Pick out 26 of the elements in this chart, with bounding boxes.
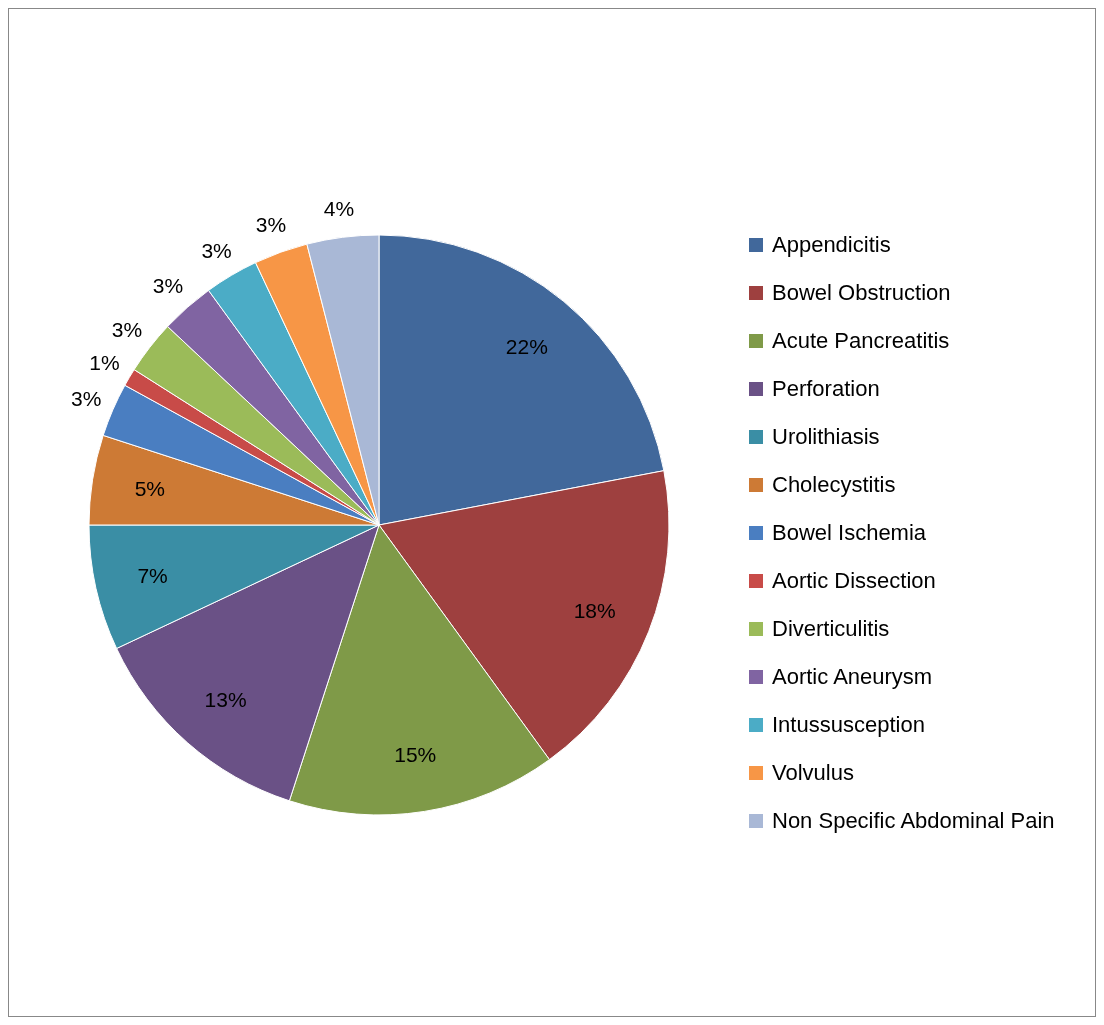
- data-label: 1%: [89, 351, 120, 375]
- legend-label: Cholecystitis: [772, 472, 896, 498]
- data-label: 13%: [204, 687, 247, 711]
- legend-label: Appendicitis: [772, 232, 891, 258]
- legend-label: Diverticulitis: [772, 616, 890, 642]
- data-label: 3%: [255, 213, 287, 237]
- data-label: 4%: [323, 197, 355, 221]
- data-label: 3%: [152, 274, 184, 298]
- legend-label: Bowel Ischemia: [772, 520, 927, 546]
- data-label: 15%: [394, 742, 437, 766]
- legend-label: Acute Pancreatitis: [772, 328, 950, 354]
- data-label: 22%: [505, 334, 548, 358]
- legend-label: Aortic Dissection: [772, 568, 936, 594]
- data-label: 5%: [134, 477, 166, 501]
- data-label: 3%: [71, 386, 102, 410]
- legend-label: Perforation: [772, 376, 880, 402]
- legend-label: Non Specific Abdominal Pain: [772, 808, 1055, 834]
- legend-label: Volvulus: [772, 760, 854, 786]
- data-label: 3%: [201, 238, 232, 262]
- data-label: 3%: [111, 317, 143, 341]
- legend-label: Intussusception: [772, 712, 925, 738]
- legend-label: Urolithiasis: [772, 424, 880, 450]
- legend-label: Aortic Aneurysm: [772, 664, 933, 690]
- data-label: 18%: [573, 598, 616, 622]
- legend-label: Bowel Obstruction: [772, 280, 951, 306]
- data-label: 7%: [137, 564, 168, 588]
